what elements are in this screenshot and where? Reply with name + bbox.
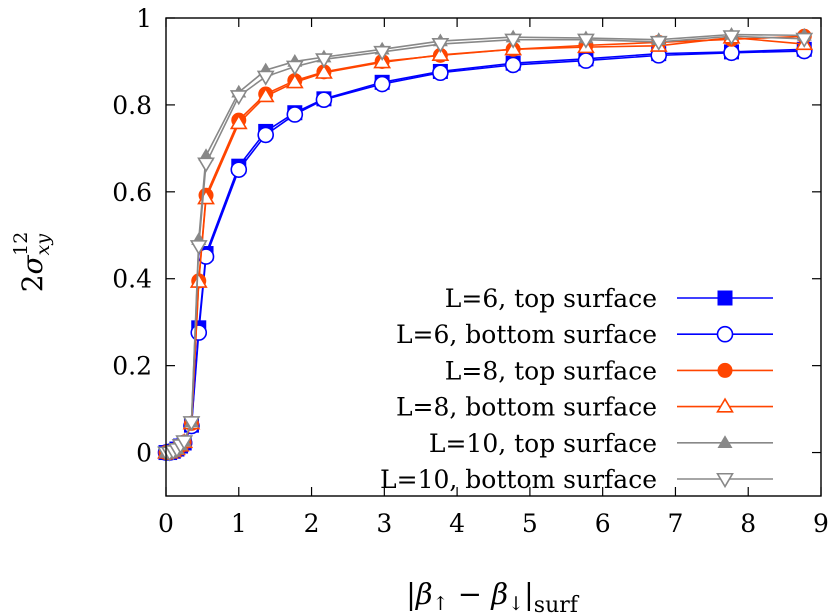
data-point	[230, 161, 248, 178]
x-tick-label: 9	[813, 509, 829, 538]
data-point	[285, 73, 304, 89]
data-point	[577, 52, 595, 69]
y-label-superscript: 12	[10, 232, 32, 256]
y-label-subscript: xy	[32, 234, 54, 256]
x-label-subscript: surf	[534, 593, 580, 614]
data-point	[504, 33, 523, 49]
data-point	[649, 35, 668, 51]
data-point	[722, 30, 741, 46]
data-point	[431, 45, 450, 61]
data-point	[504, 56, 522, 74]
x-tick-label: 8	[740, 509, 756, 538]
y-tick-label: 0.2	[112, 352, 152, 381]
data-point	[432, 64, 449, 82]
legend-marker	[717, 362, 733, 378]
y-axis-label: 2σxy12	[10, 232, 54, 293]
x-tick-label: 0	[158, 509, 174, 538]
data-point	[182, 416, 201, 432]
legend-label: L=10, top surface	[429, 429, 657, 458]
data-point	[795, 32, 814, 48]
legend-label: L=8, bottom surface	[396, 393, 657, 422]
data-point	[373, 53, 392, 69]
data-point	[175, 435, 194, 451]
y-tick-label: 0.4	[112, 265, 152, 294]
data-point	[257, 126, 275, 144]
y-label-symbol: σ	[16, 254, 49, 274]
y-tick-label: 0.8	[112, 91, 152, 120]
data-point	[373, 75, 391, 93]
y-tick-label: 1	[136, 4, 152, 33]
x-label-beta-2: β	[490, 577, 508, 611]
data-point	[431, 38, 450, 54]
x-label-beta-1: β	[415, 577, 433, 611]
data-point	[315, 63, 333, 79]
data-point	[315, 53, 333, 69]
legend-label: L=6, bottom surface	[396, 320, 657, 349]
data-point	[189, 240, 208, 256]
data-point	[373, 45, 392, 61]
y-label-prefix: 2	[16, 274, 49, 292]
y-tick-label: 0.6	[112, 178, 152, 207]
legend-label: L=10, bottom surface	[380, 465, 657, 494]
data-point	[256, 70, 275, 86]
x-axis-label: |β↑ − β↓|surf	[406, 577, 580, 614]
legend-marker	[716, 325, 734, 343]
legend-marker	[717, 435, 733, 449]
data-point	[285, 60, 304, 76]
data-point	[577, 33, 595, 49]
x-label-bar-left: |	[406, 577, 416, 611]
plot-frame	[165, 17, 822, 497]
data-point	[190, 324, 208, 341]
data-point	[256, 87, 275, 103]
x-tick-label: 2	[304, 509, 320, 538]
x-tick-label: 3	[376, 509, 392, 538]
x-label-arrow-up: ↑	[433, 593, 449, 614]
x-label-minus: −	[449, 577, 492, 611]
legend-label: L=6, top surface	[445, 284, 657, 313]
data-point	[189, 272, 208, 288]
x-tick-label: 6	[595, 509, 611, 538]
data-point	[723, 44, 740, 62]
legend: L=6, top surface L=6, bottom surface L=8, …	[380, 284, 773, 494]
data-point	[229, 90, 248, 106]
x-label-bar-right: |	[524, 577, 534, 611]
x-tick-label: 7	[667, 509, 683, 538]
plot-area: 0 1 2 3 4 5 6 7 8 9 0 0.2 0.4 0.6 0.8 1 L=6, top surface…	[112, 4, 829, 538]
data-point	[229, 114, 248, 130]
y-tick-label: 0	[136, 439, 152, 468]
data-point	[315, 91, 333, 108]
legend-label: L=8, top surface	[445, 356, 657, 385]
x-tick-label: 4	[449, 509, 465, 538]
data-point	[197, 157, 215, 173]
series-5	[157, 30, 814, 462]
x-tick-label: 1	[231, 509, 247, 538]
legend-marker	[716, 472, 734, 489]
x-label-arrow-down: ↓	[508, 593, 524, 614]
x-tick-label: 5	[522, 509, 538, 538]
legend-marker	[717, 290, 733, 306]
legend-marker	[716, 397, 734, 413]
data-point	[286, 106, 304, 123]
